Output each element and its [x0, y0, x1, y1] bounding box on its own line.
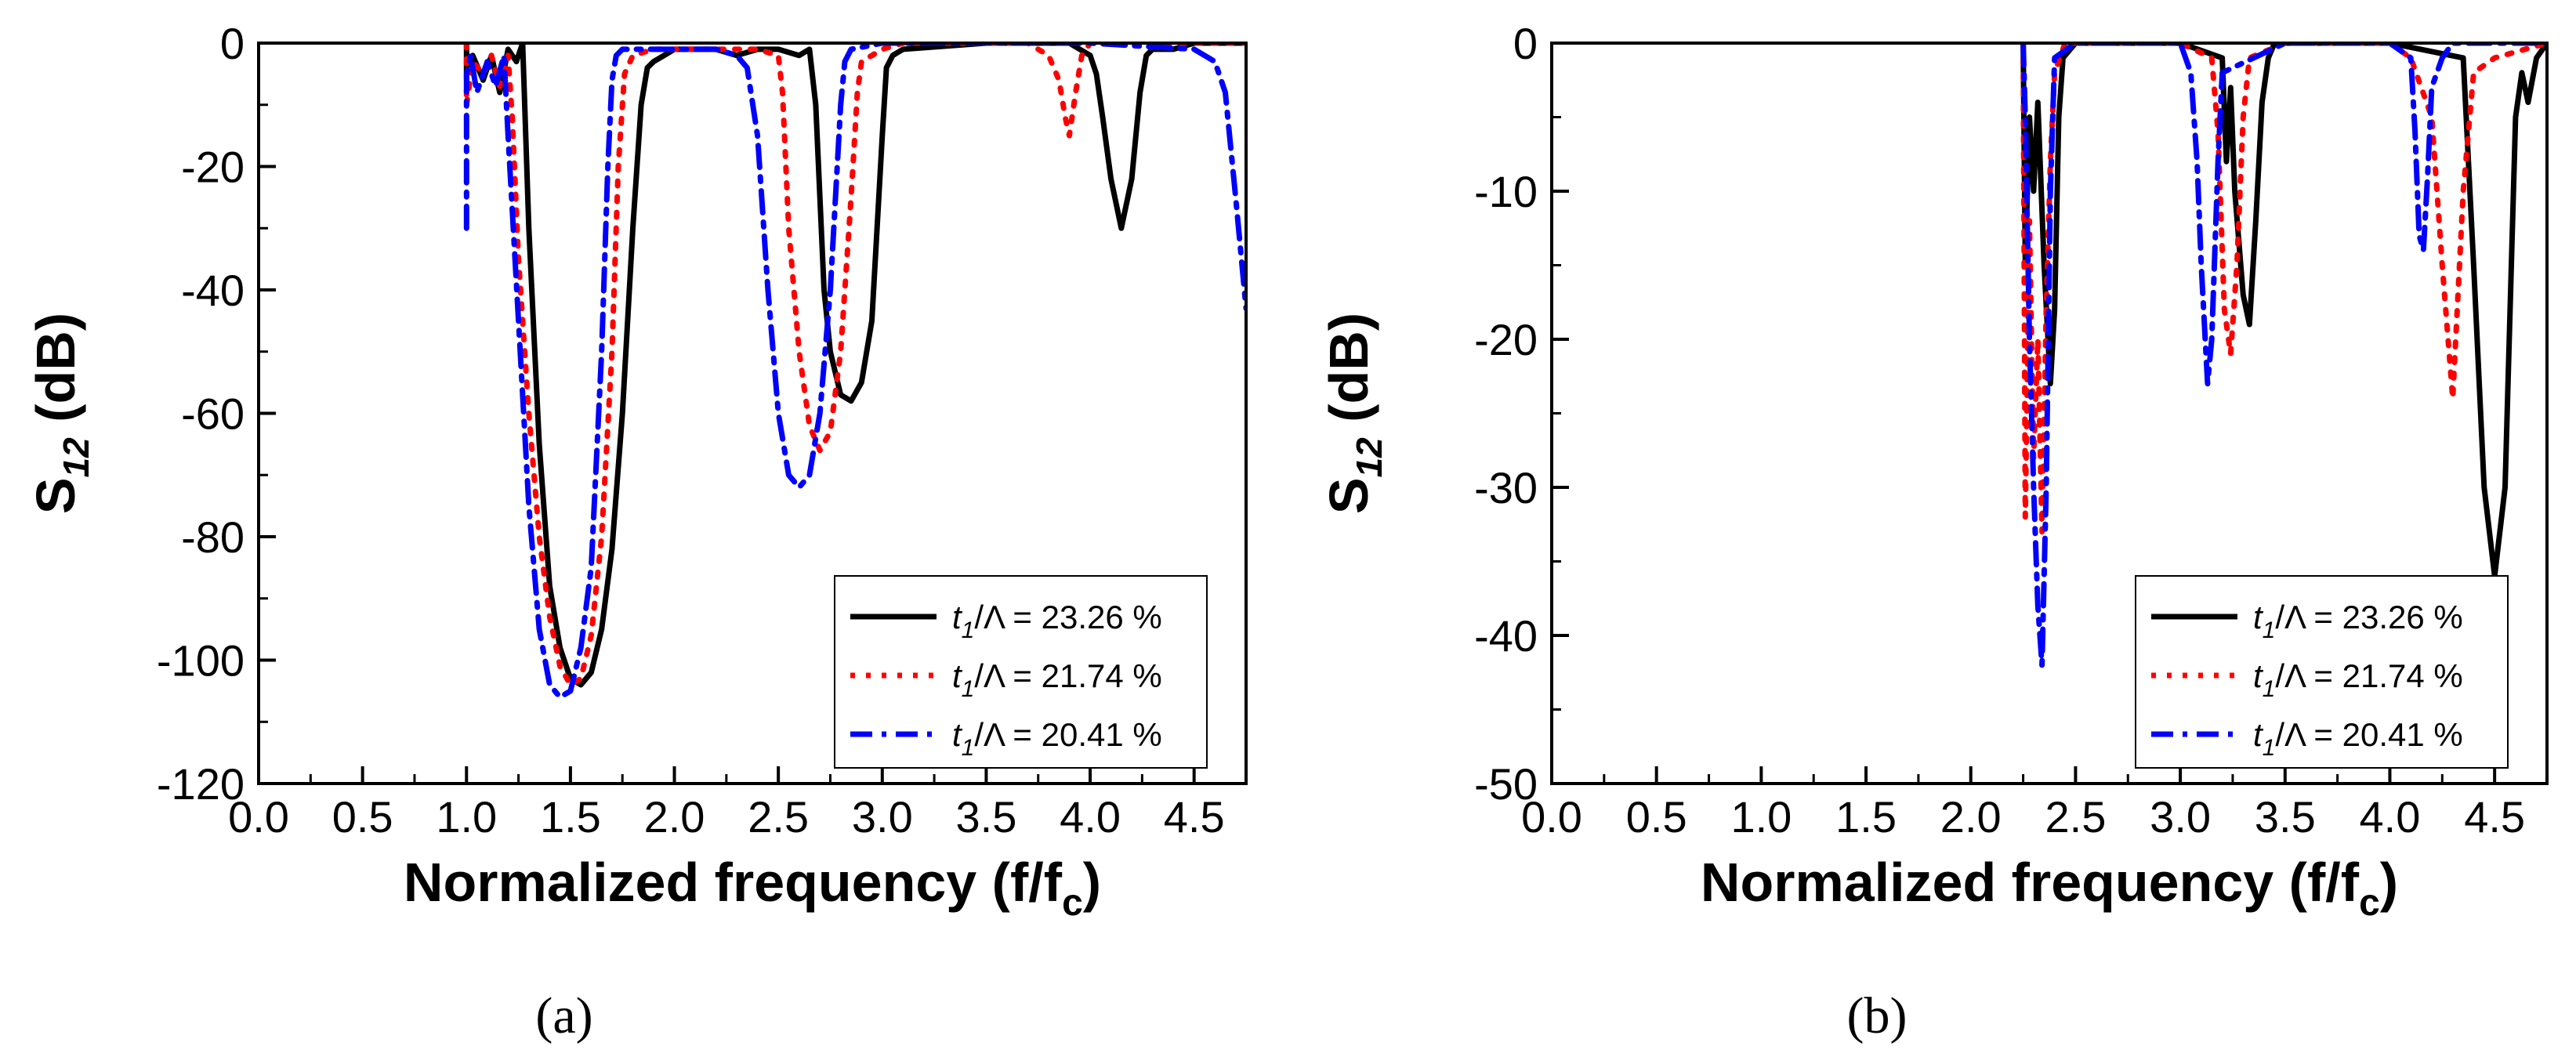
x-tick-label: 4.0 — [2360, 792, 2421, 842]
x-axis-label-main: Normalized frequency (f/f — [1701, 852, 2360, 913]
y-tick-label: -60 — [181, 389, 245, 439]
x-axis-label: Normalized frequency (f/fc) — [404, 852, 1101, 924]
y-tick-label: -50 — [1474, 759, 1538, 809]
y-axis-label-main: S — [1318, 477, 1379, 514]
x-axis-label-close: ) — [2380, 852, 2398, 913]
x-tick-label: 2.5 — [2045, 792, 2106, 842]
panel-caption: (b) — [1847, 987, 1908, 1044]
y-axis-label: S12 (dB) — [25, 313, 96, 514]
legend-label-rest: /Λ = 20.41 % — [2275, 716, 2462, 753]
x-tick-label: 1.0 — [1730, 792, 1792, 842]
x-tick-label: 2.5 — [748, 792, 809, 842]
panel-caption: (a) — [535, 987, 592, 1044]
x-tick-label: 2.0 — [644, 792, 705, 842]
legend-label-1: t1/Λ = 23.26 % — [952, 599, 1162, 643]
y-axis-label-main: S — [25, 477, 86, 514]
y-tick-label: -30 — [1474, 463, 1538, 512]
series-line-3 — [463, 43, 1246, 700]
x-axis-label-main: Normalized frequency (f/f — [404, 852, 1063, 913]
y-tick-label: -120 — [157, 759, 245, 809]
y-tick-label: -10 — [1474, 167, 1538, 216]
series-line-3 — [2020, 43, 2547, 668]
y-tick-label: 0 — [220, 19, 245, 68]
x-tick-label: 3.5 — [955, 792, 1016, 842]
legend-label-rest: /Λ = 23.26 % — [2275, 599, 2462, 635]
legend-label-italic: t — [2253, 657, 2264, 694]
x-tick-label: 3.0 — [2150, 792, 2211, 842]
x-tick-label: 2.0 — [1940, 792, 2002, 842]
series-line-2 — [2020, 43, 2547, 535]
legend-label-3: t1/Λ = 20.41 % — [2253, 716, 2463, 761]
x-tick-label: 0.0 — [1521, 792, 1582, 842]
x-tick-label: 4.0 — [1060, 792, 1121, 842]
x-tick-label: 0.0 — [228, 792, 289, 842]
series-group — [463, 43, 1246, 700]
x-tick-label: 4.5 — [1164, 792, 1225, 842]
legend-label-rest: /Λ = 23.26 % — [974, 599, 1161, 635]
x-tick-label: 1.0 — [436, 792, 497, 842]
x-axis-label-sub: c — [1062, 882, 1083, 924]
y-tick-label: -100 — [157, 636, 245, 686]
chart-panel-a: 0.0 0.5 1.0 1.5 2.0 2.5 3.0 3.5 4.0 4.5 0 -20 -40 -60… — [25, 19, 1248, 1044]
legend-label-sub: 1 — [962, 617, 975, 643]
legend-label-italic: t — [2253, 599, 2264, 635]
legend-label-italic: t — [952, 657, 963, 694]
y-tick-label: 0 — [1513, 19, 1538, 68]
y-tick-label: -40 — [181, 266, 245, 315]
legend: t1/Λ = 23.26 %t1/Λ = 21.74 %t1/Λ = 20.41… — [2135, 575, 2509, 769]
y-tick-label: -20 — [1474, 315, 1538, 364]
y-axis-label-unit: (dB) — [1318, 313, 1379, 437]
series-group — [2020, 43, 2547, 668]
series-line-1 — [463, 43, 1246, 688]
x-axis-label: Normalized frequency (f/fc) — [1701, 852, 2398, 924]
legend-label-sub: 1 — [2263, 617, 2276, 643]
legend-label-sub: 1 — [2263, 676, 2276, 702]
x-tick-label: 0.5 — [332, 792, 393, 842]
x-tick-label: 3.0 — [852, 792, 913, 842]
legend-label-sub: 1 — [2263, 735, 2276, 761]
legend-label-italic: t — [952, 716, 963, 753]
x-tick-label: 1.5 — [1835, 792, 1897, 842]
x-axis-label-sub: c — [2359, 882, 2380, 924]
y-tick-label: -80 — [181, 512, 245, 562]
x-tick-label: 0.5 — [1626, 792, 1687, 842]
x-tick-label: 4.5 — [2464, 792, 2525, 842]
legend-label-2: t1/Λ = 21.74 % — [2253, 657, 2463, 702]
x-tick-label: 3.5 — [2255, 792, 2316, 842]
series-line-2 — [463, 43, 1246, 688]
x-axis-label-close: ) — [1083, 852, 1101, 913]
legend-label-rest: /Λ = 20.41 % — [974, 716, 1161, 753]
legend-label-3: t1/Λ = 20.41 % — [952, 716, 1162, 761]
legend-label-1: t1/Λ = 23.26 % — [2253, 599, 2463, 643]
legend-label-italic: t — [2253, 716, 2264, 753]
y-axis-label-sub: 12 — [1349, 437, 1389, 478]
legend-label-italic: t — [952, 599, 963, 635]
y-tick-label: -20 — [181, 143, 245, 192]
chart-panel-b: 0.0 0.5 1.0 1.5 2.0 2.5 3.0 3.5 4.0 4.5 0 -10 -20 -30… — [1318, 19, 2549, 1044]
y-axis-label: S12 (dB) — [1318, 313, 1389, 514]
legend-label-sub: 1 — [962, 676, 975, 702]
legend-label-sub: 1 — [962, 735, 975, 761]
y-axis-label-unit: (dB) — [25, 313, 86, 437]
x-tick-label: 1.5 — [540, 792, 601, 842]
legend-label-2: t1/Λ = 21.74 % — [952, 657, 1162, 702]
legend: t1/Λ = 23.26 %t1/Λ = 21.74 %t1/Λ = 20.41… — [834, 575, 1208, 769]
legend-label-rest: /Λ = 21.74 % — [974, 657, 1161, 694]
y-axis-label-sub: 12 — [56, 437, 96, 478]
legend-label-rest: /Λ = 21.74 % — [2275, 657, 2462, 694]
y-tick-label: -40 — [1474, 611, 1538, 661]
